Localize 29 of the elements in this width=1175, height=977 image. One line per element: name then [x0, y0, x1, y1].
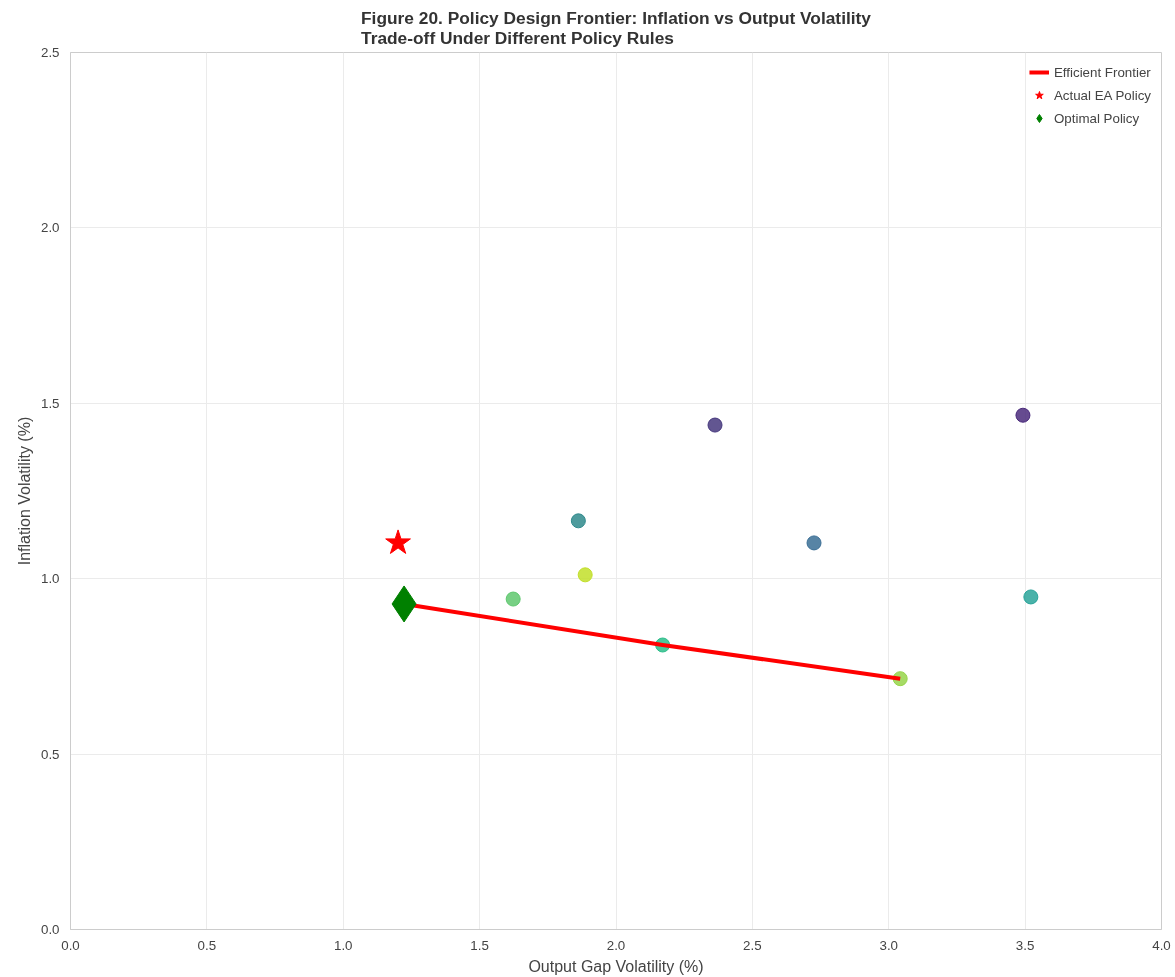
y-tick-label: 2.0 [40, 220, 60, 236]
point [1015, 407, 1031, 423]
x-axis-title: Output Gap Volatility (%) [528, 957, 704, 975]
point [707, 417, 723, 433]
point [577, 567, 593, 583]
y-tick-label: 0.5 [40, 746, 60, 762]
x-tick-label: 1.0 [333, 937, 353, 953]
legend-label: Optimal Policy [1053, 110, 1140, 126]
point [505, 591, 521, 607]
x-tick-label: 2.0 [606, 937, 626, 953]
x-tick-label: 0.0 [61, 937, 80, 953]
x-tick-label: 3.5 [1015, 937, 1035, 953]
y-tick-label: 2.5 [40, 45, 60, 60]
legend-label: Actual EA Policy [1053, 87, 1151, 103]
point [806, 535, 822, 551]
legend-label: Efficient Frontier [1053, 64, 1151, 80]
x-tick-label: 4.0 [1152, 937, 1171, 953]
point [385, 529, 411, 554]
point [570, 513, 586, 529]
x-tick-label: 1.5 [470, 937, 489, 953]
y-tick-label: 1.0 [40, 571, 60, 587]
x-tick-label: 0.5 [197, 937, 217, 953]
point [1023, 589, 1039, 605]
chart-title: Figure 20. Policy Design Frontier: Inflation vs Output Volatility Trade-off Under Different Policy Rules [361, 7, 872, 48]
x-tick-label: 2.5 [743, 937, 762, 953]
y-axis-title: Inflation Volatility (%) [15, 416, 33, 566]
x-tick-label: 3.0 [879, 937, 899, 953]
y-tick-label: 0.0 [40, 922, 60, 937]
y-tick-label: 1.5 [40, 395, 60, 411]
